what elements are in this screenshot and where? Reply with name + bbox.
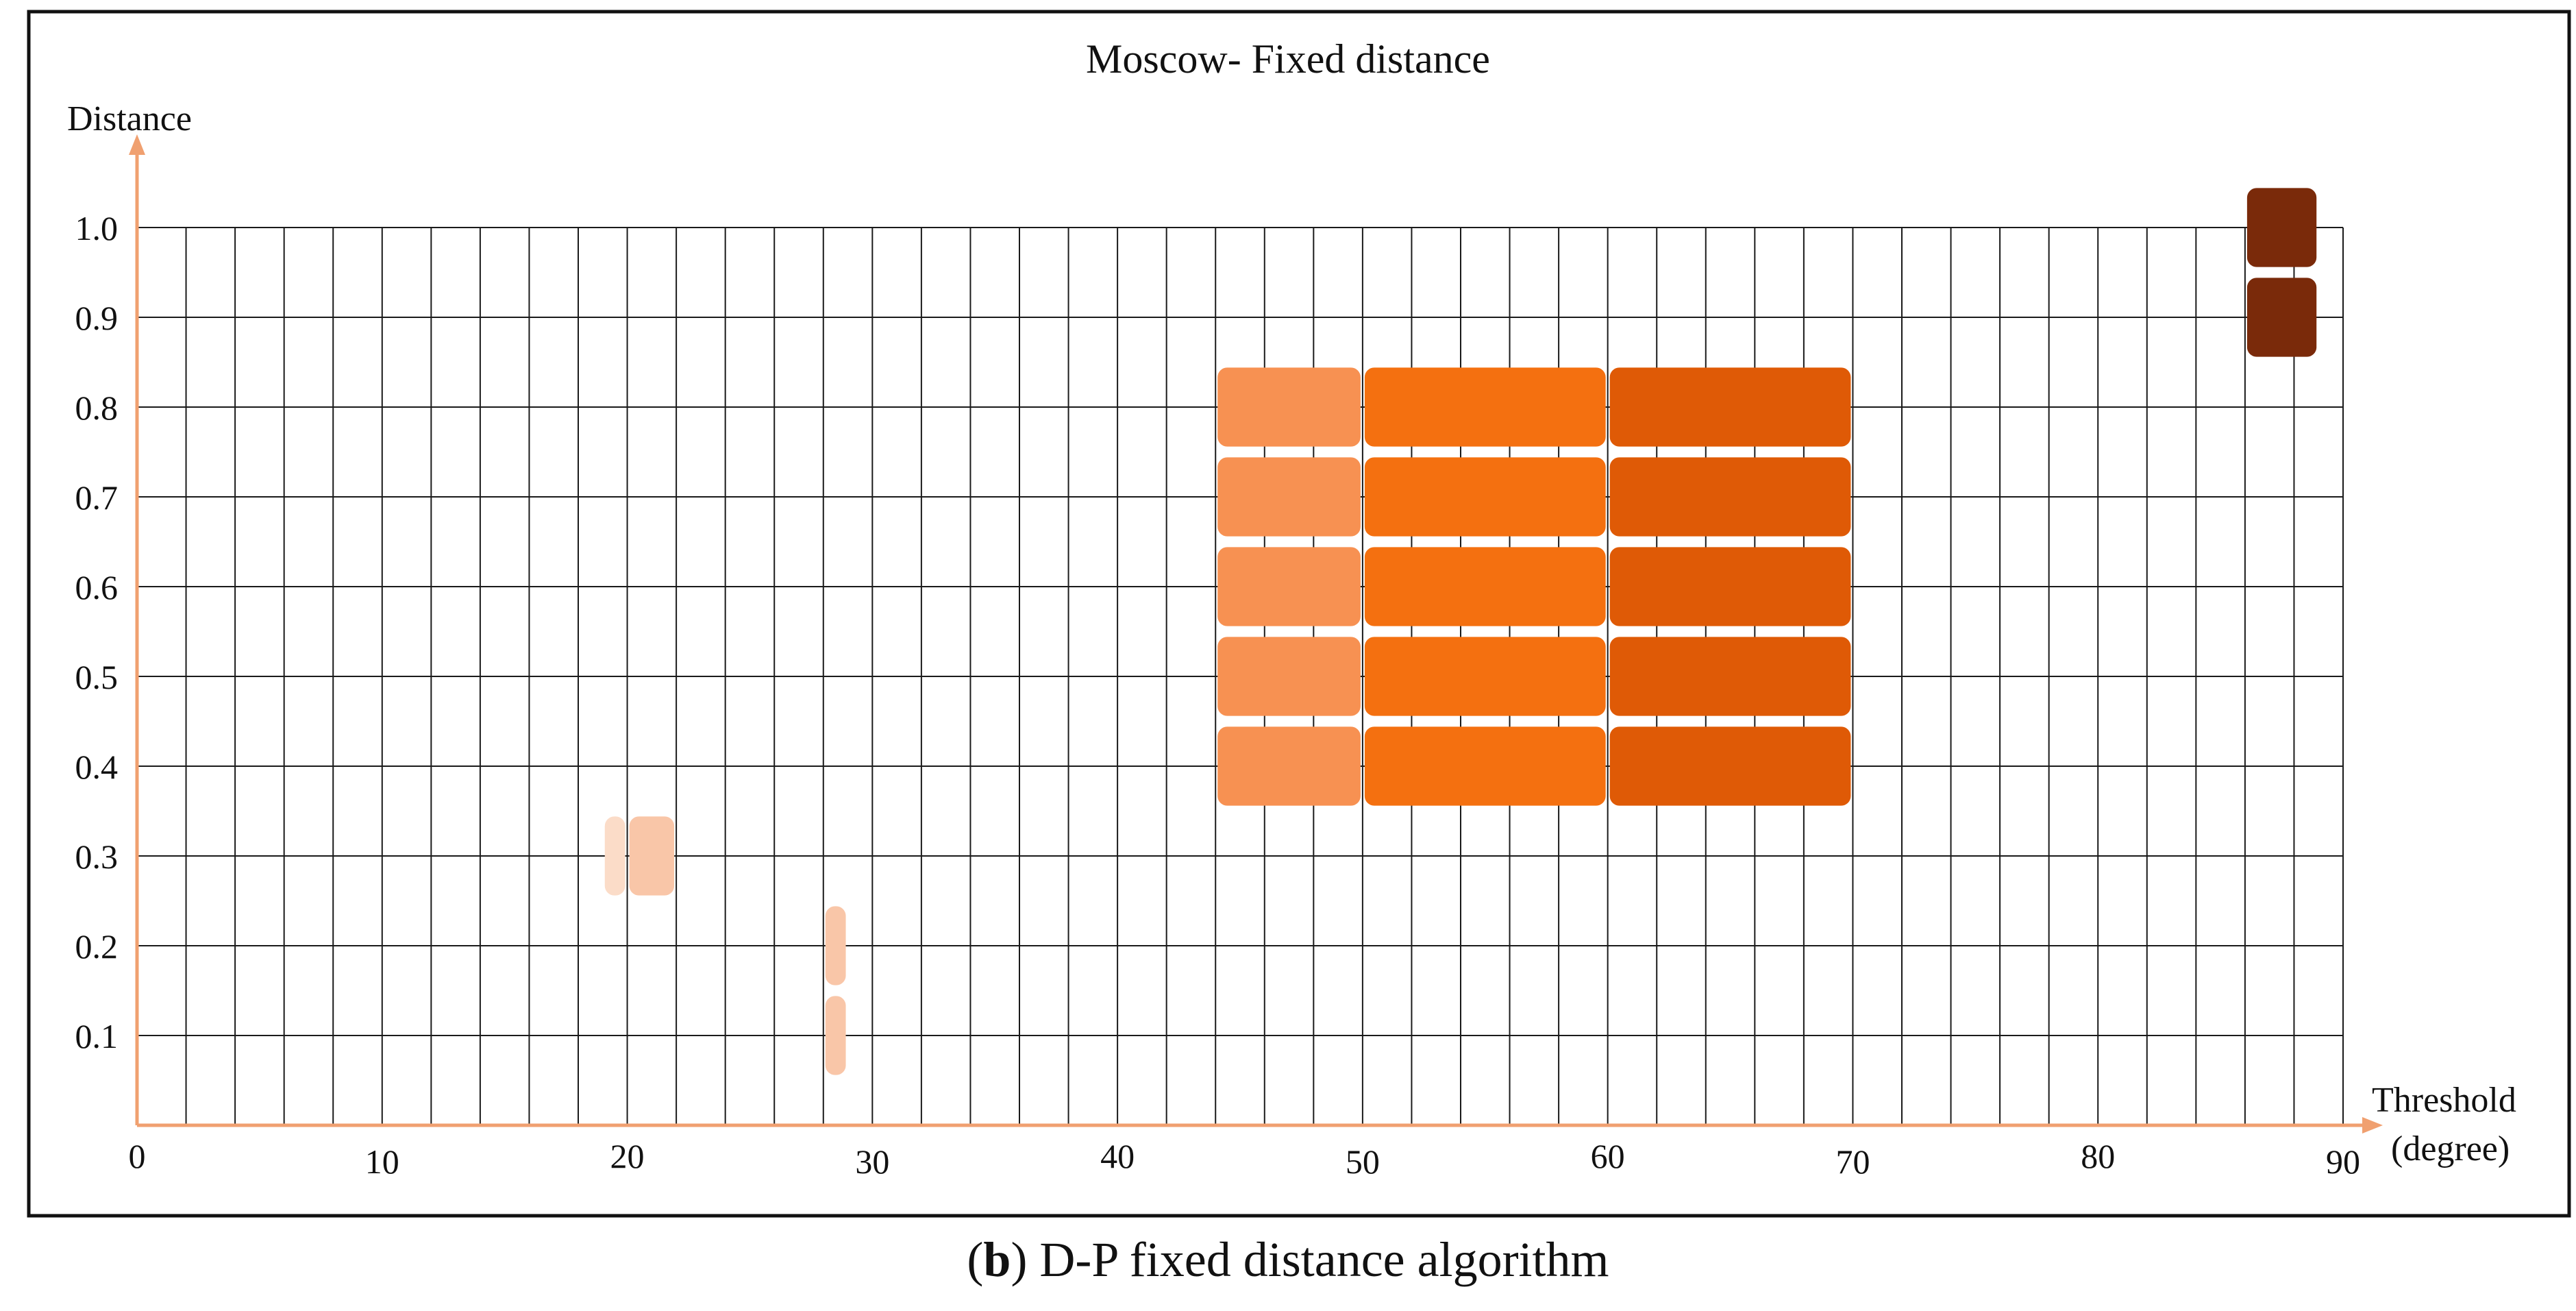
region-cell <box>1609 367 1851 447</box>
region-cell <box>1609 457 1851 537</box>
y-tick-label: 1.0 <box>75 209 119 247</box>
region-cell <box>1217 637 1361 716</box>
region-cell <box>1609 547 1851 626</box>
axes <box>129 134 2383 1134</box>
region-cell <box>825 906 846 985</box>
region-cell <box>1217 367 1361 447</box>
region-cell <box>1364 637 1606 716</box>
region-cell <box>629 816 675 896</box>
y-axis-arrowhead <box>129 134 145 155</box>
x-tick-label: 40 <box>1100 1137 1135 1175</box>
caption-text: ) D-P fixed distance algorithm <box>1011 1232 1609 1287</box>
caption-open-paren: ( <box>967 1232 984 1287</box>
region-cell <box>2246 278 2317 357</box>
x-axis-label: Threshold <box>2372 1081 2516 1120</box>
region-cell <box>1364 726 1606 806</box>
region-cell <box>604 816 626 896</box>
x-tick-label: 10 <box>365 1142 399 1181</box>
caption-letter: b <box>983 1232 1011 1287</box>
x-axis-unit: (degree) <box>2391 1129 2510 1168</box>
region-cell <box>1364 547 1606 626</box>
x-axis-arrowhead <box>2362 1117 2383 1134</box>
x-tick-label: 80 <box>2081 1137 2115 1175</box>
y-tick-label: 0.9 <box>75 299 119 337</box>
x-tick-label: 90 <box>2326 1142 2360 1181</box>
region-cell <box>1217 547 1361 626</box>
region-cell <box>2246 188 2317 267</box>
region-cell <box>825 996 846 1075</box>
region-cell <box>1217 457 1361 537</box>
y-axis-label: Distance <box>67 99 192 138</box>
x-tick-label: 30 <box>855 1142 889 1181</box>
y-tick-label: 0.5 <box>75 658 119 696</box>
y-tick-label: 0.7 <box>75 478 119 517</box>
region-cell <box>1364 457 1606 537</box>
y-tick-label: 0.6 <box>75 568 119 607</box>
region-cell <box>1609 637 1851 716</box>
y-tick-label: 0.1 <box>75 1017 119 1055</box>
y-tick-label: 0.4 <box>75 748 119 786</box>
y-tick-label: 0.2 <box>75 927 119 966</box>
region-cell <box>1364 367 1606 447</box>
y-tick-label: 0.8 <box>75 389 119 427</box>
highlighted-regions <box>604 188 2317 1075</box>
x-tick-label: 70 <box>1835 1142 1870 1181</box>
figure-caption: (b) D-P fixed distance algorithm <box>0 1235 2576 1284</box>
x-tick-label: 0 <box>129 1137 146 1175</box>
tick-labels: 0.1 0.2 0.3 0.4 0.5 0.6 0.7 0.8 0.9 1.0 0 10 20 30 40 5… <box>75 209 2361 1181</box>
y-tick-label: 0.3 <box>75 837 119 876</box>
region-cell <box>1609 726 1851 806</box>
x-tick-label: 60 <box>1591 1137 1625 1175</box>
x-tick-label: 20 <box>610 1137 645 1175</box>
x-tick-label: 50 <box>1346 1142 1380 1181</box>
chart-title: Moscow- Fixed distance <box>1086 36 1490 82</box>
region-cell <box>1217 726 1361 806</box>
